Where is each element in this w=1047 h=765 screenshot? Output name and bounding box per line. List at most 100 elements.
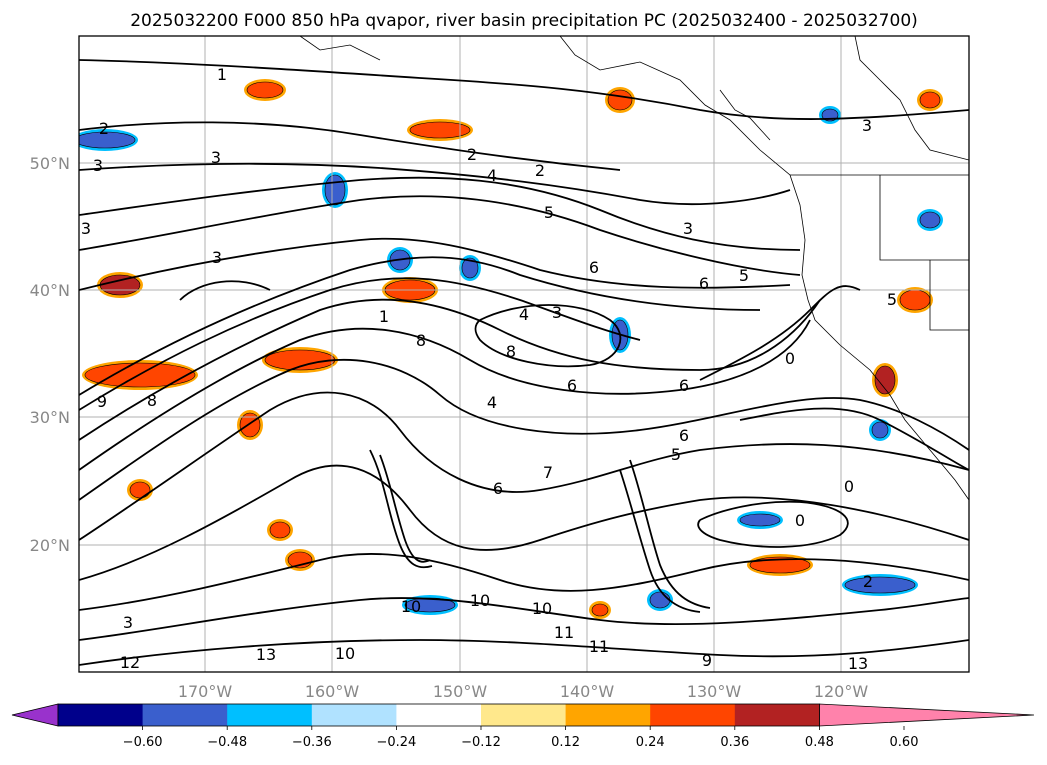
colorbar-tick-label: −0.12: [461, 735, 501, 750]
contour-label: 10: [470, 591, 490, 610]
lon-tick-label: 130°W: [687, 682, 742, 701]
colorbar-segment-1: [58, 704, 144, 726]
colorbar-outline: [57, 703, 820, 727]
pc-shading-core-21: [844, 576, 916, 594]
colorbar-tick-label: −0.36: [292, 735, 332, 750]
contour-label: 13: [256, 645, 276, 664]
contour-label: 6: [589, 258, 599, 277]
colorbar-segment-7: [565, 704, 651, 726]
contour-label: 4: [519, 305, 529, 324]
contour-label: 0: [844, 477, 854, 496]
contour-label: 9: [97, 392, 107, 411]
contour-label: 3: [211, 148, 221, 167]
contour-line-3: [79, 176, 801, 251]
contour-label: 5: [671, 445, 681, 464]
contour-line-11: [79, 391, 969, 541]
contour-line-7: [79, 277, 641, 411]
longitude-tick-labels: 170°W 160°W 150°W 140°W 130°W 120°W: [178, 682, 869, 701]
contour-label: 8: [147, 391, 157, 410]
colorbar-tick-label: −0.24: [376, 735, 416, 750]
colorbar: [11, 703, 1035, 727]
colorbar-tick-label: −0.60: [123, 735, 163, 750]
coastline-segment-2: [879, 175, 969, 261]
contour-label: 8: [416, 331, 426, 350]
colorbar-segment-4: [311, 704, 397, 726]
colorbar-segment-3: [227, 704, 313, 726]
lon-tick-label: 160°W: [305, 682, 360, 701]
contour-label: 0: [785, 349, 795, 368]
contour-label: 1: [379, 307, 389, 326]
pc-shading-core-0: [246, 81, 284, 99]
contour-label: 7: [543, 463, 553, 482]
contour-line-6: [79, 256, 761, 396]
contour-label: 10: [335, 644, 355, 663]
coastline-segment-3: [929, 260, 969, 331]
contour-label: 1: [217, 65, 227, 84]
map-frame: [78, 35, 970, 673]
pc-shading-core-8: [129, 481, 151, 499]
contour-line-22: [179, 280, 271, 301]
contour-label: 3: [552, 303, 562, 322]
colorbar-segment-2: [142, 704, 228, 726]
colorbar-tick-label: 0.12: [551, 735, 580, 750]
contour-line-19: [629, 459, 711, 609]
contour-line-20: [697, 500, 849, 548]
contour-label: 6: [567, 376, 577, 395]
pc-shading-core-16: [79, 131, 136, 149]
contour-line-21: [474, 304, 622, 368]
contour-line-0: [79, 59, 969, 120]
map-background: [79, 36, 969, 672]
contour-label: 13: [848, 654, 868, 673]
contour-label: 11: [554, 623, 574, 642]
contour-label: 6: [679, 376, 689, 395]
lat-tick-label: 40°N: [30, 281, 70, 300]
colorbar-tick-labels: −0.60 −0.48 −0.36 −0.24 −0.12 0.12 0.24 0.36 0.4…: [123, 726, 919, 750]
contour-label: 10: [532, 599, 552, 618]
contour-line-1: [79, 121, 621, 171]
contour-label: 3: [81, 219, 91, 238]
contour-label: 3: [123, 613, 133, 632]
contour-label: 2: [467, 145, 477, 164]
pc-shading-core-15: [591, 603, 609, 617]
contour-line-5: [79, 237, 791, 291]
contour-label: 6: [679, 426, 689, 445]
lon-tick-label: 170°W: [178, 682, 233, 701]
pc-shading-core-12: [874, 365, 896, 395]
colorbar-segment-8: [650, 704, 736, 726]
contour-label: 2: [99, 119, 109, 138]
colorbar-tick-label: 0.24: [636, 735, 665, 750]
colorbar-tick-label: 0.60: [890, 735, 919, 750]
pc-shading-core-23: [649, 591, 671, 609]
latitude-tick-labels: 50°N 40°N 30°N 20°N: [30, 154, 70, 555]
contour-label: 3: [93, 156, 103, 175]
coastline-segment-4: [854, 36, 969, 161]
lon-tick-label: 150°W: [433, 682, 488, 701]
colorbar-segment-6: [481, 704, 567, 726]
pc-shading-core-13: [899, 289, 931, 311]
contour-line-13: [79, 553, 969, 611]
pc-shading-core-14: [919, 91, 941, 109]
contour-line-17: [369, 449, 433, 569]
contour-label: 12: [120, 653, 140, 672]
contour-label: 5: [739, 266, 749, 285]
colorbar-segment-5: [396, 704, 482, 726]
contour-label: 6: [699, 274, 709, 293]
contour-line-9: [79, 319, 811, 471]
contour-label: 2: [535, 161, 545, 180]
contour-line-4: [79, 195, 801, 276]
pc-shading-core-1: [409, 121, 471, 139]
contour-label: 8: [506, 342, 516, 361]
lat-tick-label: 50°N: [30, 154, 70, 173]
contour-line-16: [379, 454, 431, 563]
pc-shading-core-20: [739, 513, 781, 527]
contour-line-8: [79, 298, 821, 441]
colorbar-tick-label: 0.36: [720, 735, 749, 750]
pc-shading-core-27: [871, 421, 889, 439]
contour-label: 3: [212, 248, 222, 267]
contour-label: 5: [544, 203, 554, 222]
pc-shading-core-2: [607, 89, 633, 111]
contour-line-12: [79, 464, 969, 581]
contour-label: 9: [702, 651, 712, 670]
